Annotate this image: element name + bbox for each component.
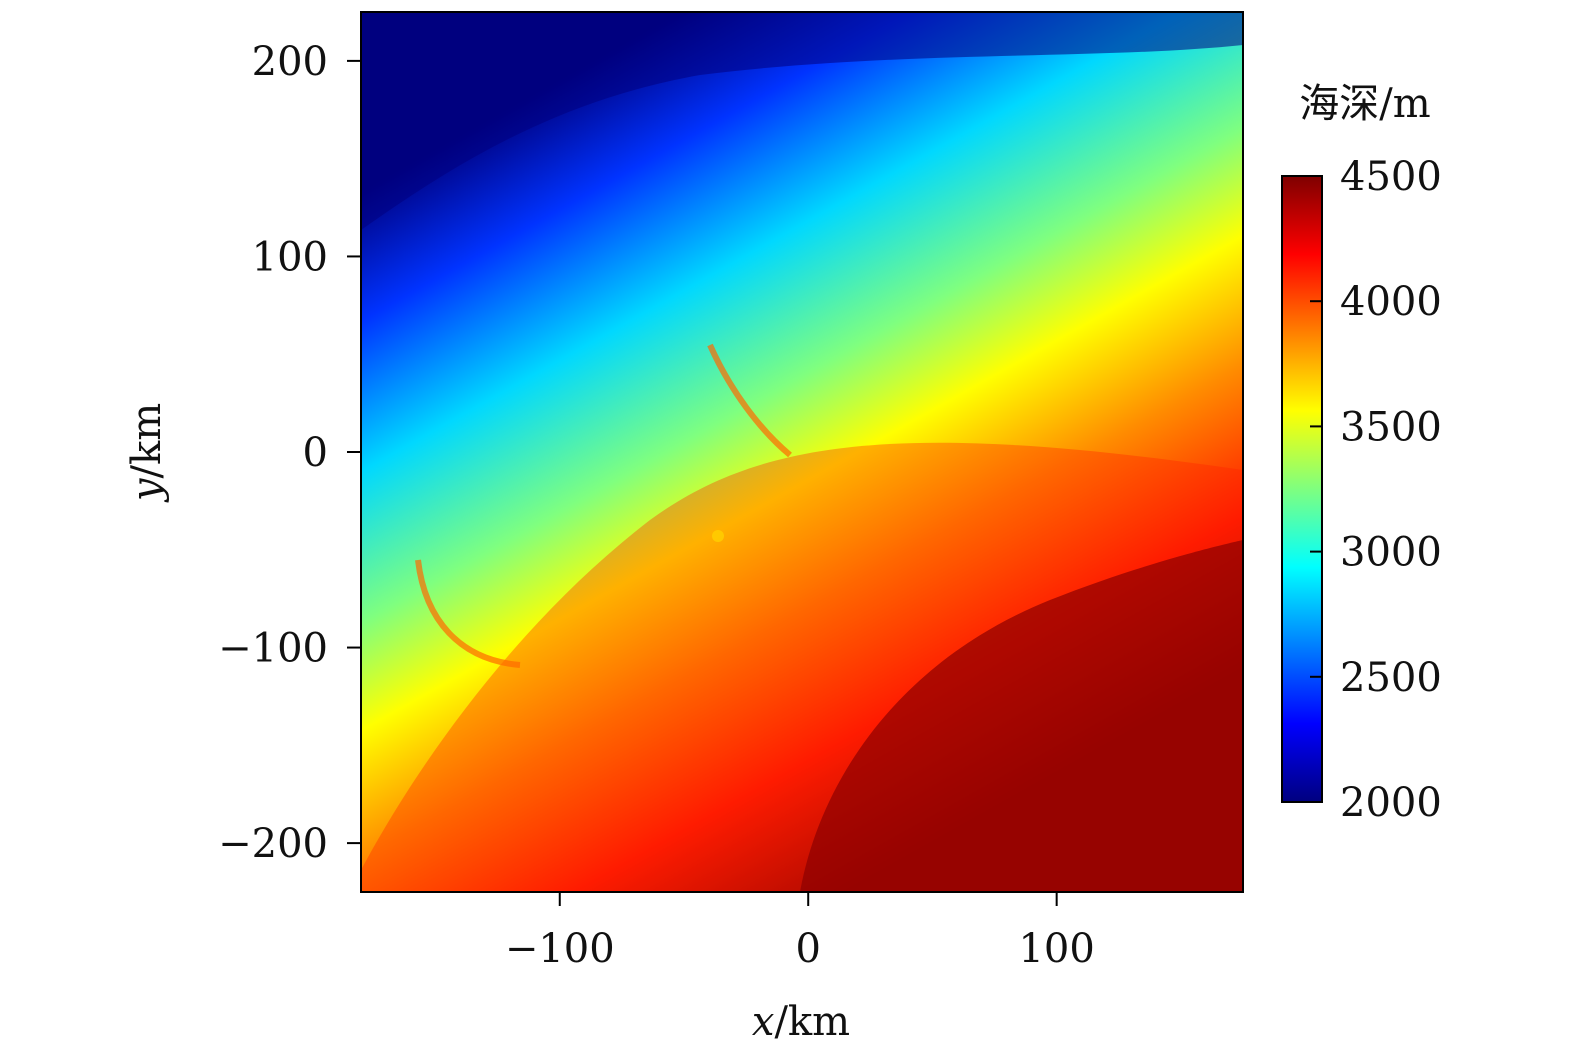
y-tick-label: 200 (252, 39, 328, 85)
x-axis: −100 0 100 (505, 892, 1095, 972)
y-tick-label: 100 (252, 234, 328, 280)
colorbar-ticks: 4500 4000 3500 3000 2500 2000 (1310, 154, 1442, 826)
y-tick-label: 0 (303, 430, 328, 476)
y-axis-unit: /km (124, 403, 170, 479)
y-axis: 200 100 0 −100 −200 (218, 39, 361, 867)
x-tick-label: 100 (1018, 926, 1094, 972)
depth-heatmap (361, 12, 1243, 892)
colorbar-tick-label: 3500 (1340, 404, 1442, 450)
colorbar-tick-label: 4000 (1340, 279, 1442, 325)
x-tick-label: −100 (505, 926, 615, 972)
x-tick-label: 0 (795, 926, 820, 972)
colorbar: 海深/m 4500 4000 3500 3000 2500 2000 (1281, 81, 1442, 826)
x-axis-unit: /km (774, 999, 850, 1045)
y-tick-label: −200 (218, 821, 328, 867)
x-axis-var: x (752, 999, 775, 1045)
x-axis-title: x/km (752, 999, 850, 1045)
colorbar-tick-label: 3000 (1340, 530, 1442, 576)
y-axis-title: y/km (124, 403, 170, 503)
colorbar-gradient (1281, 175, 1323, 803)
colorbar-tick-label: 2500 (1340, 655, 1442, 701)
colorbar-tick-label: 4500 (1340, 154, 1442, 200)
colorbar-tick-label: 2000 (1340, 780, 1442, 826)
colorbar-label: 海深/m (1299, 81, 1430, 127)
y-tick-label: −100 (218, 626, 328, 672)
y-axis-var: y (124, 477, 170, 503)
